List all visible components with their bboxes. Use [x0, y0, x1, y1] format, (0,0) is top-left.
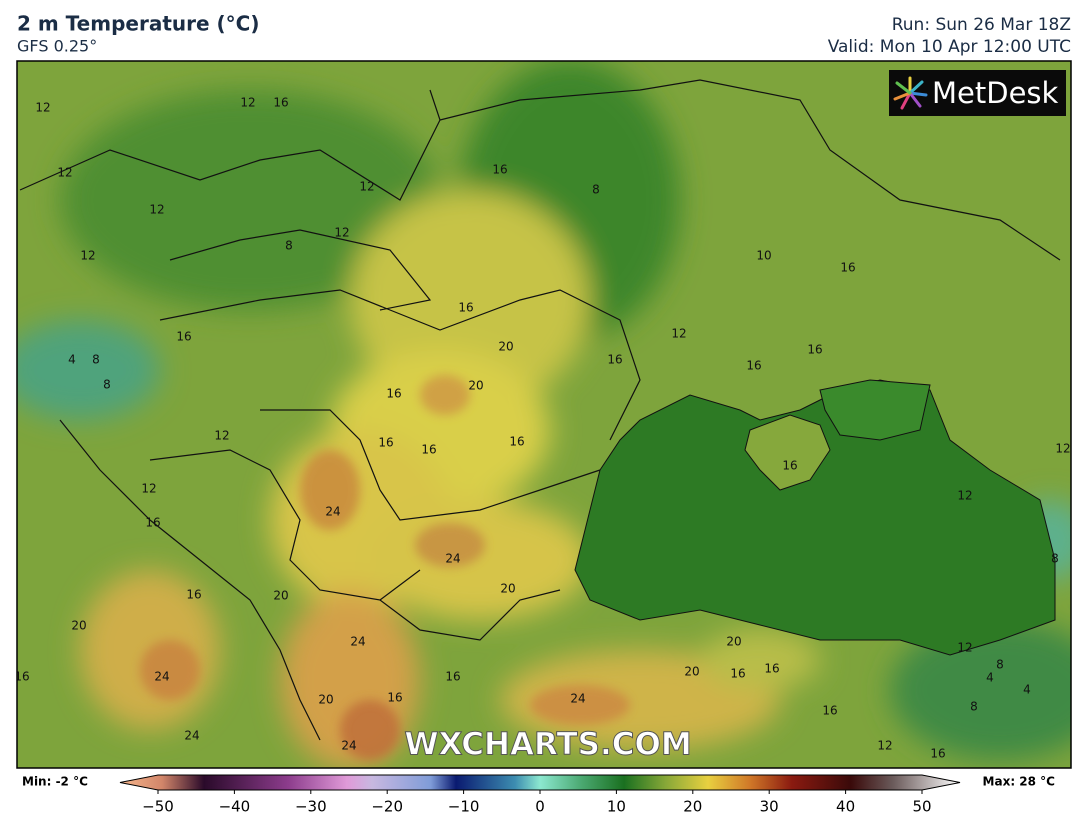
- contour-label: 16: [445, 670, 460, 684]
- colorbar-tick-label: 40: [836, 798, 855, 816]
- title: 2 m Temperature (°C): [17, 12, 259, 36]
- contour-label: 12: [35, 101, 50, 115]
- contour-label: 8: [592, 183, 600, 197]
- contour-label: 16: [186, 588, 201, 602]
- contour-label: 16: [273, 96, 288, 110]
- contour-label: 24: [325, 505, 340, 519]
- contour-label: 16: [807, 343, 822, 357]
- contour-label: 12: [359, 180, 374, 194]
- contour-label: 16: [730, 667, 745, 681]
- valid-time: Valid: Mon 10 Apr 12:00 UTC: [828, 37, 1071, 57]
- contour-label: 16: [607, 353, 622, 367]
- contour-label: 12: [240, 96, 255, 110]
- colorbar-tick-label: 0: [535, 798, 545, 816]
- contour-label: 16: [492, 163, 507, 177]
- contour-label: 16: [840, 261, 855, 275]
- colorbar-tick-label: 10: [607, 798, 626, 816]
- contour-label: 8: [996, 658, 1004, 672]
- contour-label: 20: [318, 693, 333, 707]
- contour-label: 16: [378, 436, 393, 450]
- contour-label: 8: [970, 700, 978, 714]
- contour-label: 12: [214, 429, 229, 443]
- contour-label: 16: [421, 443, 436, 457]
- contour-label: 20: [468, 379, 483, 393]
- contour-label: 12: [57, 166, 72, 180]
- contour-label: 16: [746, 359, 761, 373]
- contour-label: 16: [764, 662, 779, 676]
- contour-label: 20: [500, 582, 515, 596]
- contour-label: 4: [1023, 683, 1031, 697]
- contour-label: 20: [498, 340, 513, 354]
- contour-label: 16: [145, 516, 160, 530]
- colorbar-max: Max: 28 °C: [983, 775, 1056, 789]
- contour-label: 16: [782, 459, 797, 473]
- contour-label: 10: [756, 249, 771, 263]
- contour-label: 4: [68, 353, 76, 367]
- contour-label: 12: [149, 203, 164, 217]
- contour-label: 24: [350, 635, 365, 649]
- colorbar-bar: [119, 774, 961, 791]
- watermark: WXCHARTS.COM: [404, 727, 691, 763]
- contour-label: 12: [141, 482, 156, 496]
- contour-label: 16: [822, 704, 837, 718]
- borders: [19, 79, 1061, 741]
- contour-label: 24: [184, 729, 199, 743]
- colorbar-tick-label: −50: [142, 798, 174, 816]
- contour-label: 8: [103, 378, 111, 392]
- contour-label: 8: [1051, 552, 1059, 566]
- contour-label: 20: [684, 665, 699, 679]
- logo-text: MetDesk: [932, 76, 1059, 110]
- contour-label: 12: [957, 489, 972, 503]
- colorbar-tick-label: −30: [295, 798, 327, 816]
- contour-label: 12: [1055, 442, 1070, 456]
- contour-label: 24: [341, 739, 356, 753]
- colorbar-tick-label: 20: [683, 798, 702, 816]
- colorbar-tick-label: −20: [371, 798, 403, 816]
- run-time: Run: Sun 26 Mar 18Z: [892, 15, 1071, 35]
- colorbar-tick-label: −10: [448, 798, 480, 816]
- contour-label: 24: [570, 692, 585, 706]
- contour-label: 16: [176, 330, 191, 344]
- contour-label: 16: [930, 747, 945, 761]
- contour-label: 16: [386, 387, 401, 401]
- contour-label: 16: [387, 691, 402, 705]
- colorbar: −50 −40 −30 −20 −10 0 10 20 30 40 50: [119, 774, 961, 816]
- contour-label: 24: [445, 552, 460, 566]
- contour-label: 16: [509, 435, 524, 449]
- contour-label: 20: [71, 619, 86, 633]
- colorbar-tick-label: −40: [219, 798, 251, 816]
- contour-label: 8: [92, 353, 100, 367]
- map-frame: [16, 60, 1072, 769]
- contour-label: 12: [80, 249, 95, 263]
- contour-label: 12: [334, 226, 349, 240]
- contour-label: 8: [285, 239, 293, 253]
- contour-label: 16: [458, 301, 473, 315]
- contour-label: 4: [986, 671, 994, 685]
- contour-label: 20: [726, 635, 741, 649]
- colorbar-min: Min: -2 °C: [22, 775, 88, 789]
- colorbar-tick-label: 50: [912, 798, 931, 816]
- colorbar-tick-label: 30: [760, 798, 779, 816]
- contour-label: 20: [273, 589, 288, 603]
- contour-label: 12: [957, 641, 972, 655]
- contour-label: 12: [671, 327, 686, 341]
- contour-label: 24: [154, 670, 169, 684]
- contour-label: 16: [14, 670, 29, 684]
- contour-label: 12: [877, 739, 892, 753]
- logo: MetDesk: [889, 70, 1066, 116]
- subtitle: GFS 0.25°: [17, 37, 97, 56]
